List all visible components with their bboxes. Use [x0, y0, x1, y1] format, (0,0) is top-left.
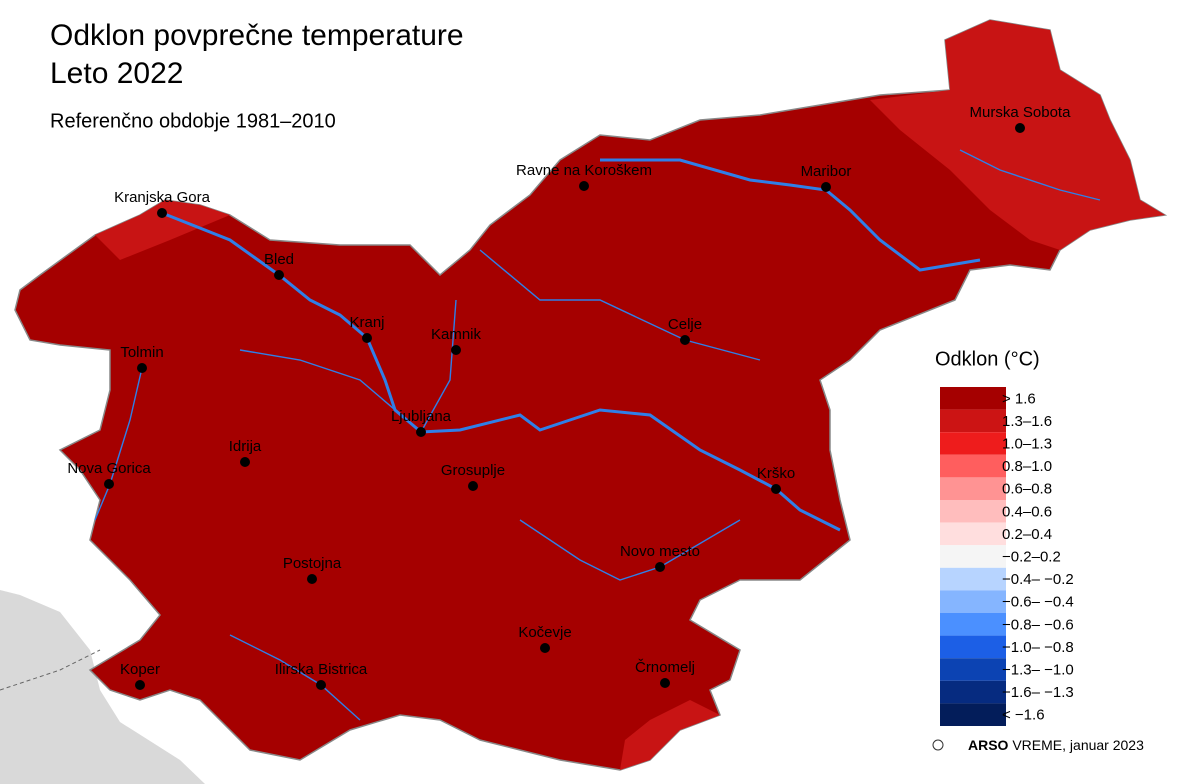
legend-label: > 1.6: [1002, 390, 1036, 407]
legend-label: −0.6– −0.4: [1002, 594, 1074, 611]
city-label: Celje: [668, 316, 702, 333]
city-marker: [316, 680, 326, 690]
legend-label: −1.3– −1.0: [1002, 661, 1074, 678]
river: [959, 149, 1101, 201]
river: [239, 349, 422, 433]
city-marker: [680, 335, 690, 345]
legend-swatch: [940, 477, 1006, 500]
legend-label: −1.6– −1.3: [1002, 684, 1074, 701]
city-marker: [416, 427, 426, 437]
city-marker: [307, 574, 317, 584]
legend-swatch: [940, 658, 1006, 681]
legend-label: −1.0– −0.8: [1002, 639, 1074, 656]
credit-product: VREME: [1012, 737, 1062, 753]
warm-region: [95, 200, 230, 260]
city-label: Krško: [757, 465, 795, 482]
city-marker: [1015, 123, 1025, 133]
legend-swatch: [940, 590, 1006, 613]
credit-text: ARSO VREME, januar 2023: [968, 737, 1144, 753]
legend-swatch: [940, 567, 1006, 591]
legend-title: Odklon (°C): [935, 348, 1040, 370]
neighbour-land: [0, 590, 205, 784]
city-label: Tolmin: [120, 344, 163, 361]
legend-label: 0.6–0.8: [1002, 481, 1052, 498]
city-label: Koper: [120, 661, 160, 678]
city-label: Postojna: [283, 555, 342, 572]
legend-label: −0.2–0.2: [1002, 548, 1061, 565]
city-marker: [157, 208, 167, 218]
city-label: Kranj: [349, 314, 384, 331]
city-label: Grosuplje: [441, 462, 505, 479]
legend-label: −0.4– −0.2: [1002, 571, 1074, 588]
title: Leto 2022: [50, 57, 183, 90]
legend-label: 1.0–1.3: [1002, 435, 1052, 452]
river: [161, 211, 841, 532]
city-label: Novo mesto: [620, 543, 700, 560]
city-marker: [240, 457, 250, 467]
city-marker: [655, 562, 665, 572]
city-label: Idrija: [229, 438, 262, 455]
legend-label: 1.3–1.6: [1002, 413, 1052, 430]
city-marker: [451, 345, 461, 355]
legend-label: −0.8– −0.6: [1002, 616, 1074, 633]
city-marker: [104, 479, 114, 489]
legend-label: < −1.6: [1002, 707, 1045, 724]
credit: ARSO VREME, januar 2023: [932, 737, 1144, 753]
city-label: Ljubljana: [391, 408, 452, 425]
river: [479, 249, 761, 361]
warm-region: [870, 20, 1165, 250]
city-marker: [274, 270, 284, 280]
city-label: Nova Gorica: [67, 460, 151, 477]
city-label: Kamnik: [431, 326, 482, 343]
legend-swatch: [940, 432, 1006, 455]
city-marker: [468, 481, 478, 491]
legend-swatch: [940, 545, 1006, 568]
legend-label: 0.8–1.0: [1002, 458, 1052, 475]
city-marker: [821, 182, 831, 192]
river: [420, 299, 457, 433]
logo: [932, 739, 944, 751]
legend-swatch: [940, 680, 1006, 704]
river: [94, 367, 143, 521]
legend-swatch: [940, 387, 1006, 410]
credit-brand: ARSO: [968, 737, 1009, 753]
city-label: Murska Sobota: [970, 104, 1072, 121]
slovenia: [14, 19, 1168, 771]
city-label: Ravne na Koroškem: [516, 162, 652, 179]
city-marker: [362, 333, 372, 343]
city-marker: [771, 484, 781, 494]
city-marker: [579, 181, 589, 191]
legend-swatch: [940, 522, 1006, 546]
city-marker: [137, 363, 147, 373]
legend-swatch: [940, 613, 1006, 636]
city-label: Ilirska Bistrica: [275, 661, 368, 678]
city-marker: [540, 643, 550, 653]
legend-label: 0.4–0.6: [1002, 503, 1052, 520]
legend-swatch: [940, 500, 1006, 523]
legend-swatch: [940, 703, 1006, 726]
subtitle: Referenčno obdobje 1981–2010: [50, 110, 336, 132]
city-label: Kočevje: [518, 624, 571, 641]
city-label: Črnomelj: [635, 659, 695, 676]
river: [229, 634, 361, 721]
city-label: Maribor: [801, 163, 852, 180]
legend-swatch: [940, 409, 1006, 433]
legend-swatch: [940, 635, 1006, 659]
river: [519, 519, 741, 581]
legend-swatch: [940, 454, 1006, 478]
city-marker: [660, 678, 670, 688]
border: [0, 649, 101, 691]
credit-date: , januar 2023: [1062, 737, 1144, 753]
city-label: Kranjska Gora: [114, 189, 211, 206]
city-marker: [135, 680, 145, 690]
legend-label: 0.2–0.4: [1002, 526, 1052, 543]
warm-region: [620, 700, 720, 770]
title: Odklon povprečne temperature: [50, 19, 464, 52]
city-label: Bled: [264, 251, 294, 268]
